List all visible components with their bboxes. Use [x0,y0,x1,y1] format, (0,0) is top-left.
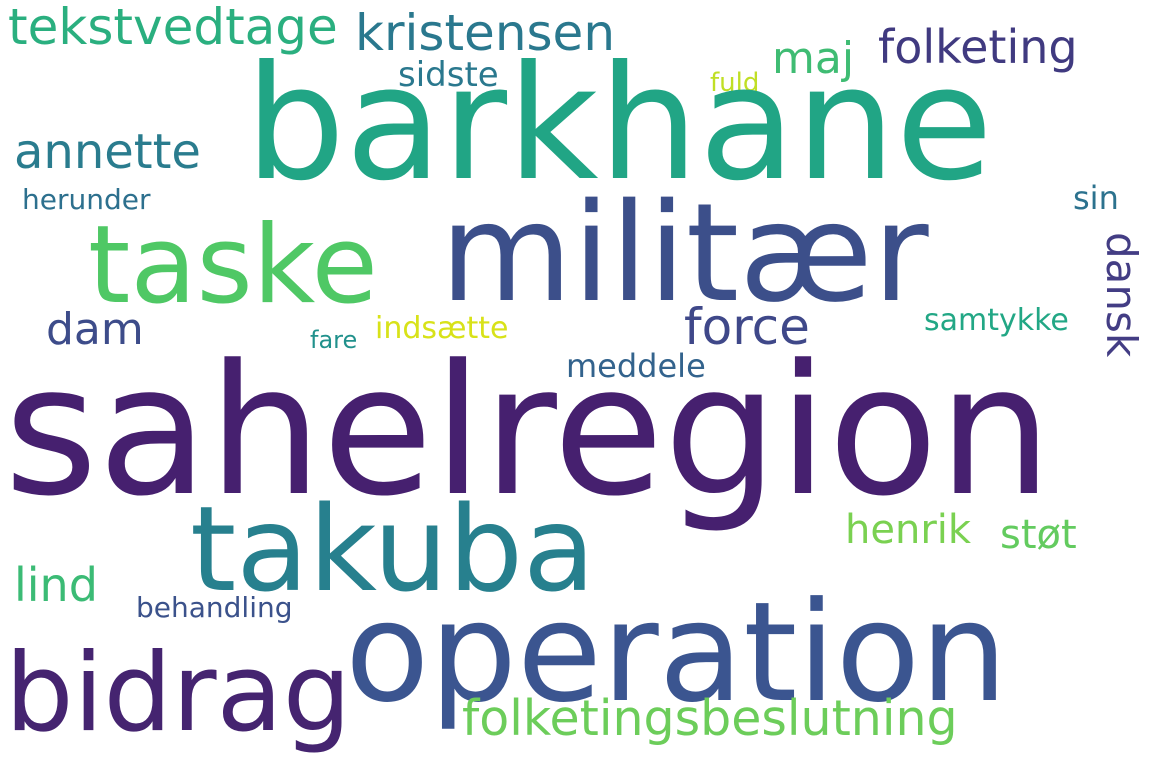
word-operation: operation [345,572,1008,733]
word-fare: fare [310,326,358,354]
word-sin: sin [1073,179,1119,217]
word-tekstvedtage: tekstvedtage [8,0,338,56]
word-folketing: folketing [878,20,1078,74]
word-sidste: sidste [398,55,499,95]
word-force: force [684,298,810,356]
word-herunder: herunder [22,183,151,216]
word-taske: taske [88,203,378,328]
word-stoet: støt [1000,512,1077,558]
word-barkhane: barkhane [245,32,993,216]
word-takuba: takuba [190,480,596,618]
word-militaer: militær [440,175,929,333]
word-lind: lind [14,558,98,612]
word-bidrag: bidrag [5,631,352,756]
word-sahelregion: sahelregion [4,327,1053,536]
word-samtykke: samtykke [924,303,1069,338]
word-maj: maj [772,33,855,84]
word-indsaette: indsætte [375,311,509,346]
word-annette: annette [14,124,201,180]
word-henrik: henrik [845,507,972,553]
word-kristensen: kristensen [355,4,616,62]
word-fuld: fuld [710,68,760,98]
word-dam: dam [46,304,144,355]
word-folketingsbeslutning: folketingsbeslutning [462,690,958,747]
word-meddele: meddele [566,347,706,385]
word-dansk: dansk [1097,232,1146,358]
word-behandling: behandling [136,591,293,624]
